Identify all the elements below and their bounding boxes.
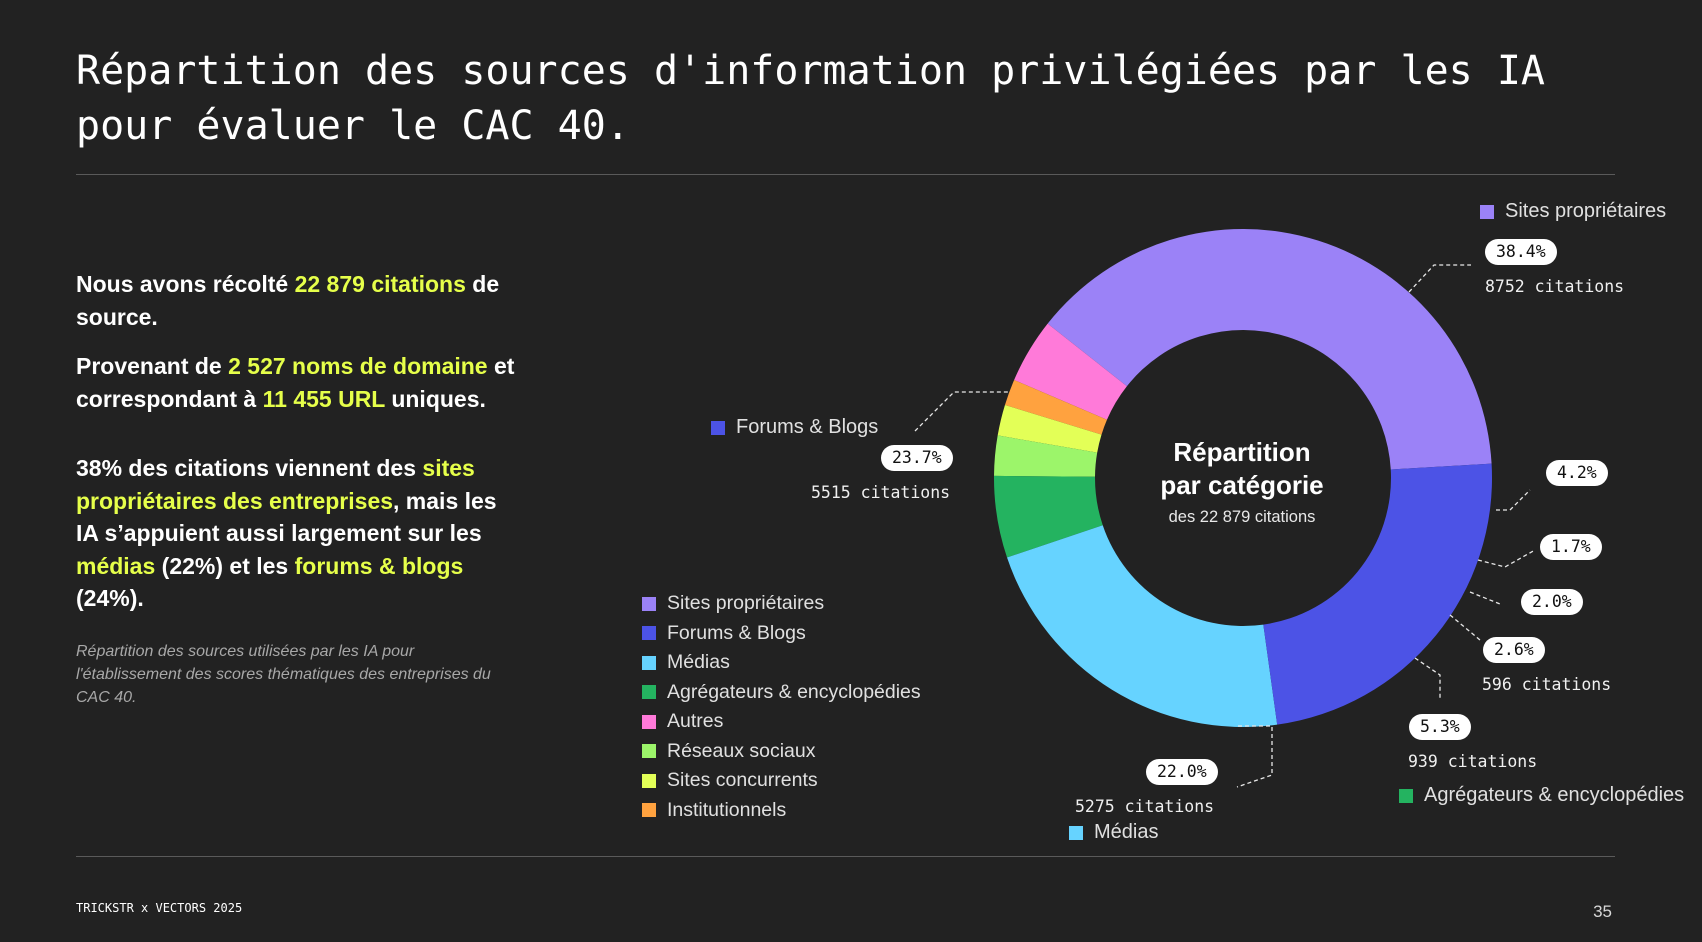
legend-item: Sites propriétaires bbox=[642, 589, 921, 619]
chart-center-title: Répartition par catégorie bbox=[1142, 436, 1342, 502]
legend-item: Agrégateurs & encyclopédies bbox=[642, 678, 921, 708]
legend-label: Forums & Blogs bbox=[667, 621, 806, 644]
callout-swatch bbox=[1480, 204, 1494, 219]
callout-category-label: Sites propriétaires bbox=[1505, 200, 1667, 222]
callout-category-label: Agrégateurs & encyclopédies bbox=[1424, 784, 1685, 806]
leader-line bbox=[1469, 591, 1501, 605]
legend-label: Autres bbox=[667, 710, 724, 733]
percent-pill: 22.0% bbox=[1146, 759, 1218, 785]
chart-caption: Répartition des sources utilisées par le… bbox=[76, 642, 491, 706]
intro-text-span: , mais les IA s’appuient aussi largement… bbox=[76, 487, 497, 547]
intro-text: Nous avons récolté 22 879 citations de s… bbox=[76, 268, 516, 709]
highlight-citations-count: 22 879 citations bbox=[294, 271, 466, 297]
legend-item: Sites concurrents bbox=[642, 766, 921, 796]
intro-paragraph-domains: Provenant de 2 527 noms de domaine et co… bbox=[76, 350, 516, 415]
percent-pill: 38.4% bbox=[1485, 239, 1557, 265]
highlight-forums-blogs: forums & blogs bbox=[294, 552, 464, 579]
legend-item: Autres bbox=[642, 707, 921, 737]
leader-line bbox=[1496, 489, 1531, 511]
leader-line bbox=[1414, 657, 1441, 698]
percent-pill: 23.7% bbox=[881, 445, 953, 471]
callout-swatch bbox=[1399, 788, 1413, 803]
donut-slice-réseaux-sociaux bbox=[994, 435, 1098, 477]
chart-legend: Sites propriétaires Forums & Blogs Média… bbox=[642, 589, 921, 825]
legend-swatch bbox=[642, 773, 656, 788]
intro-text-span: (22%) et les bbox=[155, 552, 295, 579]
intro-text-span: uniques. bbox=[384, 385, 486, 412]
legend-item: Médias bbox=[642, 648, 921, 678]
chart-center-title-line: par catégorie bbox=[1160, 470, 1324, 500]
callout-category-label: Forums & Blogs bbox=[736, 416, 879, 438]
donut-slice-forums-blogs bbox=[1263, 463, 1492, 725]
callout-swatch bbox=[711, 420, 725, 435]
donut-slice-sites-propriétaires bbox=[1047, 228, 1492, 470]
chart-center-subtitle: des 22 879 citations bbox=[1168, 508, 1316, 526]
leader-line bbox=[1477, 549, 1536, 568]
citation-count: 5275 citations bbox=[1075, 797, 1215, 816]
donut-slices bbox=[994, 228, 1492, 727]
intro-paragraph-citations: Nous avons récolté 22 879 citations de s… bbox=[76, 268, 516, 333]
highlight-domain-count: 2 527 noms de domaine bbox=[228, 353, 488, 379]
legend-label: Sites concurrents bbox=[667, 769, 818, 792]
donut-slice-sites-concurrents bbox=[997, 404, 1102, 453]
legend-item: Institutionnels bbox=[642, 796, 921, 826]
chart-center-title-line: Répartition bbox=[1173, 437, 1311, 467]
legend-item: Forums & Blogs bbox=[642, 619, 921, 649]
legend-swatch bbox=[642, 714, 656, 729]
legend-swatch bbox=[642, 803, 656, 818]
callout-category-label: Médias bbox=[1094, 821, 1159, 843]
legend-label: Institutionnels bbox=[667, 798, 787, 821]
callout-category-agregateurs: Agrégateurs & encyclopédies bbox=[1399, 784, 1684, 807]
legend-swatch bbox=[642, 744, 656, 759]
intro-text-span: de source. bbox=[76, 271, 500, 330]
percent-pill: 1.7% bbox=[1540, 534, 1602, 560]
donut-slice-institutionnels bbox=[1004, 379, 1107, 435]
header-divider bbox=[76, 174, 1615, 175]
percent-pill: 2.6% bbox=[1483, 637, 1545, 663]
intro-paragraph-summary: 38% des citations viennent des sites pro… bbox=[76, 452, 516, 615]
callout-category-medias: Médias bbox=[1069, 821, 1158, 844]
legend-label: Agrégateurs & encyclopédies bbox=[667, 680, 921, 703]
legend-label: Sites propriétaires bbox=[667, 592, 825, 615]
page-title: Répartition des sources d'information pr… bbox=[76, 48, 1546, 149]
donut-slice-agrégateurs-encyclopédies bbox=[994, 475, 1103, 558]
donut-slice-médias bbox=[1007, 525, 1278, 727]
footer-divider bbox=[76, 856, 1615, 857]
page-number: 35 bbox=[1593, 902, 1612, 921]
citation-count: 8752 citations bbox=[1485, 277, 1625, 296]
legend-label: Réseaux sociaux bbox=[667, 739, 816, 762]
intro-text-span: et correspondant à bbox=[76, 353, 515, 412]
citation-count: 596 citations bbox=[1482, 675, 1612, 694]
callout-category-sites-proprietaires: Sites propriétaires bbox=[1480, 200, 1666, 223]
callout-swatch bbox=[1069, 825, 1083, 840]
intro-text-span: Nous avons récolté bbox=[76, 271, 295, 297]
intro-text-span: (24%). bbox=[76, 585, 144, 611]
legend-label: Médias bbox=[667, 651, 730, 674]
percent-pill: 2.0% bbox=[1521, 589, 1583, 615]
legend-swatch bbox=[642, 626, 656, 641]
leader-line bbox=[914, 391, 1008, 432]
highlight-proprietary-sites: sites propriétaires des entreprises bbox=[76, 455, 475, 514]
highlight-medias: médias bbox=[76, 552, 156, 579]
callout-category-forums-blogs: Forums & Blogs bbox=[711, 416, 878, 439]
callout-leader-lines bbox=[914, 264, 1536, 788]
intro-text-span: 38% des citations viennent des bbox=[76, 455, 423, 481]
percent-pill: 5.3% bbox=[1409, 714, 1471, 740]
highlight-url-count: 11 455 URL bbox=[262, 385, 385, 412]
legend-swatch bbox=[642, 596, 656, 611]
citation-count: 939 citations bbox=[1408, 752, 1538, 771]
percent-pill: 4.2% bbox=[1546, 460, 1608, 486]
leader-line bbox=[1408, 264, 1471, 293]
legend-item: Réseaux sociaux bbox=[642, 737, 921, 767]
legend-swatch bbox=[642, 655, 656, 670]
footer-brand: TRICKSTR x VECTORS 2025 bbox=[76, 901, 243, 915]
citation-count: 5515 citations bbox=[811, 483, 951, 502]
leader-line bbox=[1236, 725, 1273, 788]
intro-text-span: Provenant de bbox=[76, 353, 229, 379]
leader-line bbox=[1449, 614, 1481, 641]
legend-swatch bbox=[642, 685, 656, 700]
donut-slice-autres bbox=[1014, 323, 1127, 420]
